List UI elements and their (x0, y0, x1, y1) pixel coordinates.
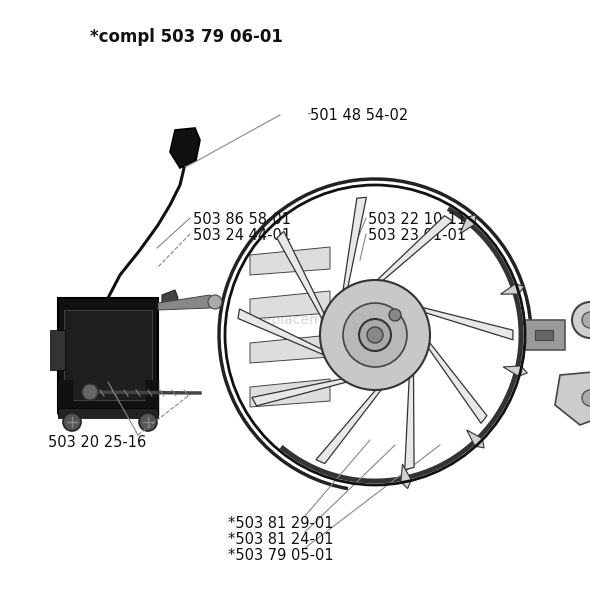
Circle shape (320, 280, 430, 390)
Text: *: * (263, 307, 271, 322)
Polygon shape (500, 284, 525, 294)
Polygon shape (467, 430, 484, 448)
FancyBboxPatch shape (58, 298, 158, 413)
Text: *503 81 29-01: *503 81 29-01 (228, 516, 333, 531)
Circle shape (582, 312, 590, 328)
Text: ReplacementParts: ReplacementParts (255, 313, 381, 327)
Polygon shape (250, 291, 330, 319)
Polygon shape (252, 379, 346, 406)
Polygon shape (503, 366, 527, 376)
Polygon shape (460, 215, 476, 234)
Polygon shape (422, 308, 513, 340)
Circle shape (139, 413, 157, 431)
Text: 503 22 10-11: 503 22 10-11 (368, 212, 466, 227)
Circle shape (359, 319, 391, 351)
Polygon shape (170, 128, 200, 168)
Polygon shape (428, 342, 487, 423)
Circle shape (63, 413, 81, 431)
Text: 503 24 44-01: 503 24 44-01 (193, 228, 291, 243)
Circle shape (208, 295, 222, 309)
Polygon shape (50, 330, 65, 370)
FancyBboxPatch shape (535, 330, 553, 340)
Text: *compl 503 79 06-01: *compl 503 79 06-01 (90, 28, 283, 46)
FancyBboxPatch shape (525, 320, 565, 350)
Text: *503 79 05-01: *503 79 05-01 (228, 548, 333, 563)
Polygon shape (405, 375, 414, 470)
Text: 503 20 25-16: 503 20 25-16 (48, 435, 146, 450)
FancyBboxPatch shape (64, 310, 152, 400)
Polygon shape (158, 295, 215, 310)
Polygon shape (250, 379, 330, 407)
Polygon shape (58, 408, 158, 418)
Polygon shape (250, 335, 330, 363)
Polygon shape (146, 380, 158, 415)
Circle shape (582, 390, 590, 406)
Text: 501 48 54-02: 501 48 54-02 (310, 108, 408, 123)
Polygon shape (555, 370, 590, 425)
Polygon shape (277, 232, 324, 319)
Circle shape (572, 302, 590, 338)
Polygon shape (316, 390, 381, 463)
Text: *503 81 24-01: *503 81 24-01 (228, 532, 333, 547)
Polygon shape (250, 247, 330, 275)
Polygon shape (162, 290, 178, 306)
Text: 503 23 01-01: 503 23 01-01 (368, 228, 466, 243)
Polygon shape (58, 380, 72, 415)
Circle shape (389, 309, 401, 321)
Polygon shape (401, 464, 411, 489)
Circle shape (343, 303, 407, 367)
Polygon shape (238, 309, 324, 355)
Circle shape (367, 327, 383, 343)
Polygon shape (377, 216, 453, 280)
Polygon shape (343, 197, 366, 290)
Polygon shape (177, 131, 193, 150)
Text: 503 86 58-01: 503 86 58-01 (193, 212, 291, 227)
Circle shape (82, 384, 98, 400)
